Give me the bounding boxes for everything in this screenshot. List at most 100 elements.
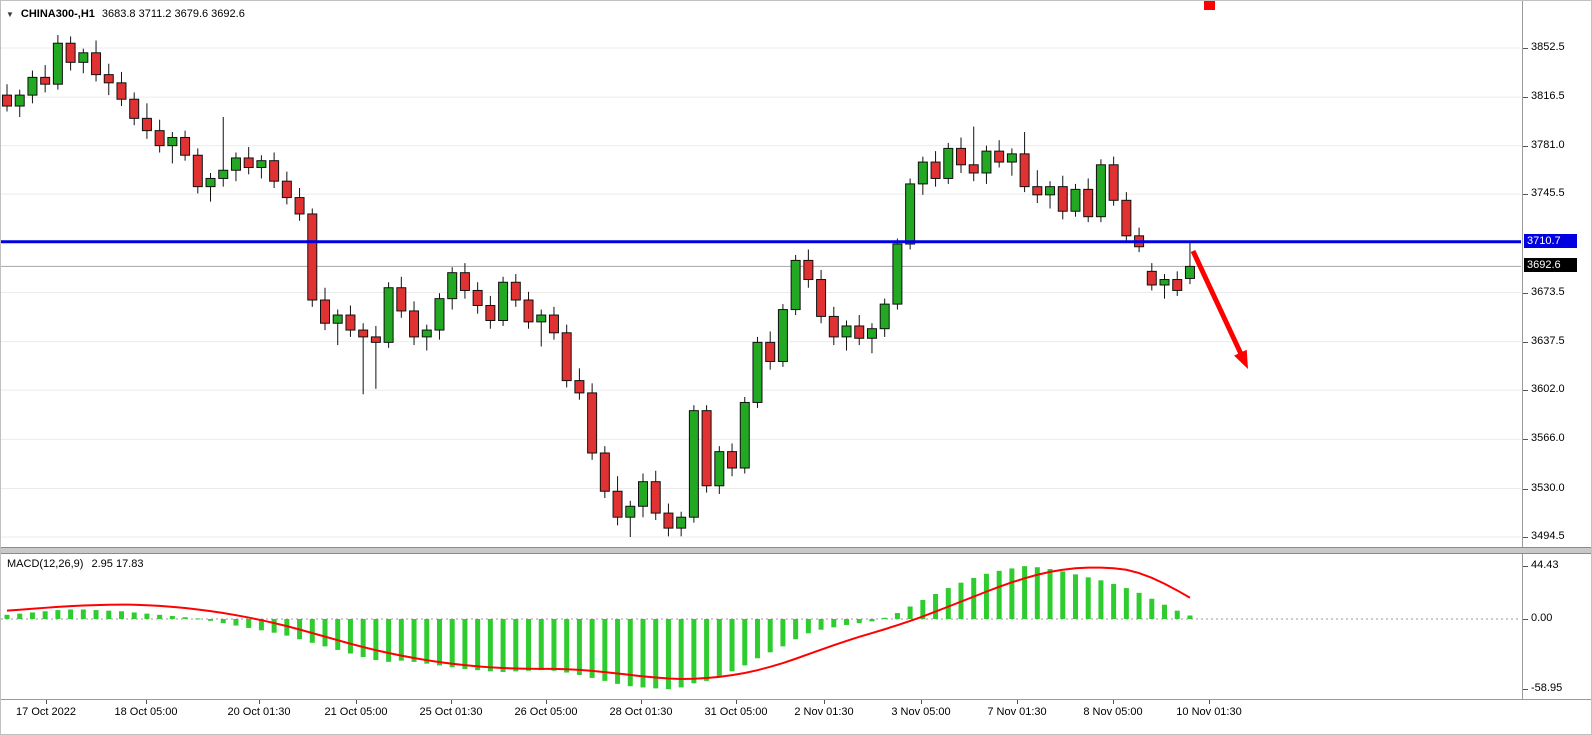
bear-candle [1019,153,1030,188]
bull-candle [752,341,763,403]
macd-bar [869,619,875,622]
macd-bar [615,619,621,684]
macd-bar [907,606,913,619]
macd-tick-label: 0.00 [1531,612,1553,624]
bear-candle [968,164,979,174]
macd-bar [246,619,252,628]
bull-candle [841,325,852,338]
bull-candle [256,160,267,169]
bear-candle [65,42,76,63]
macd-bar [475,619,481,671]
bear-candle [320,299,330,324]
macd-tick-label: -58.95 [1531,682,1563,695]
macd-bar [513,619,519,672]
macd-bar [754,619,760,659]
bear-candle [192,154,203,188]
macd-bar [602,619,608,681]
macd-bar [856,619,862,624]
current-price-tag: 3692.6 [1524,258,1577,273]
time-axis[interactable]: 17 Oct 2022 18 Oct 05:00 20 Oct 01:30 21 Oc… [1,699,1591,734]
bear-candle [994,150,1005,163]
bull-candle [421,329,432,338]
macd-name: MACD(12,26,9) [7,558,84,570]
bear-candle [1121,199,1132,237]
macd-bar [284,619,290,636]
time-tick-label: 26 Oct 05:00 [514,706,578,718]
bull-candle [52,42,63,85]
macd-bar [93,610,99,619]
time-tick-mark [824,700,825,704]
macd-bar [1111,583,1117,619]
macd-bar [118,611,124,619]
bear-candle [930,161,941,179]
macd-bar [335,619,341,650]
bull-candle [866,328,877,339]
macd-bar [589,619,595,678]
bear-candle [1172,279,1183,291]
macd-bar [1034,567,1040,619]
macd-bar [182,617,188,619]
macd-bar [971,577,977,619]
macd-bar [1009,568,1015,619]
bear-candle [828,315,839,338]
bull-candle [905,183,916,245]
bull-candle [714,451,725,487]
macd-bar [691,619,697,684]
macd-bar [1136,592,1142,619]
price-chart-canvas[interactable] [1,1,1522,547]
time-tick-label: 28 Oct 01:30 [609,706,673,718]
macd-bar [373,619,379,661]
macd-bar [945,588,951,619]
macd-bar [487,619,493,672]
macd-bar [716,619,722,677]
macd-bar [80,609,86,619]
bull-candle [981,150,992,174]
macd-bar [1187,615,1193,619]
symbol-dropdown-icon[interactable]: ▼ [6,9,14,19]
price-tick-label: 3673.5 [1531,285,1565,298]
bear-candle [40,76,51,85]
macd-bar [144,613,150,619]
price-tick-label: 3566.0 [1531,432,1565,445]
bull-candle [230,157,241,171]
macd-bar [665,619,671,690]
bear-candle [243,157,254,169]
bull-candle [777,309,788,362]
price-tick-label: 3816.5 [1531,90,1565,103]
trend-arrow-head [1234,349,1248,369]
bull-candle [205,177,216,188]
bull-candle [27,76,38,96]
bear-candle [599,452,610,492]
macd-bar [640,619,646,688]
macd-bar [627,619,633,687]
bull-candle [383,287,394,343]
bull-candle [1045,186,1056,196]
price-axis[interactable]: 3710.7 3692.6 3852.5 3816.5 3781.0 3745.5 36… [1522,1,1591,699]
macd-bar [1098,580,1104,619]
bear-candle [103,74,114,84]
macd-bar [462,619,468,669]
macd-bar [106,610,112,619]
macd-bar [538,619,544,671]
bull-candle [676,516,687,529]
trend-arrow-line[interactable] [1190,249,1246,360]
bear-candle [650,481,661,514]
bear-candle [727,451,738,469]
panel-divider[interactable] [1,547,1591,554]
macd-tick-mark [1523,619,1528,620]
bull-candle [739,401,750,469]
price-tick-label: 3530.0 [1531,481,1565,494]
bear-candle [91,52,102,76]
macd-current-values: 2.95 17.83 [91,558,144,570]
macd-bar [1162,604,1168,619]
macd-panel-canvas[interactable] [1,554,1522,698]
bull-candle [447,272,458,300]
bull-candle [1184,265,1195,279]
price-tick-label: 3781.0 [1531,138,1565,151]
macd-histogram [4,566,1193,690]
macd-bar [704,619,710,681]
macd-bar [1123,588,1129,619]
bear-candle [180,136,191,156]
macd-bar [42,611,48,619]
macd-bar [271,619,277,633]
